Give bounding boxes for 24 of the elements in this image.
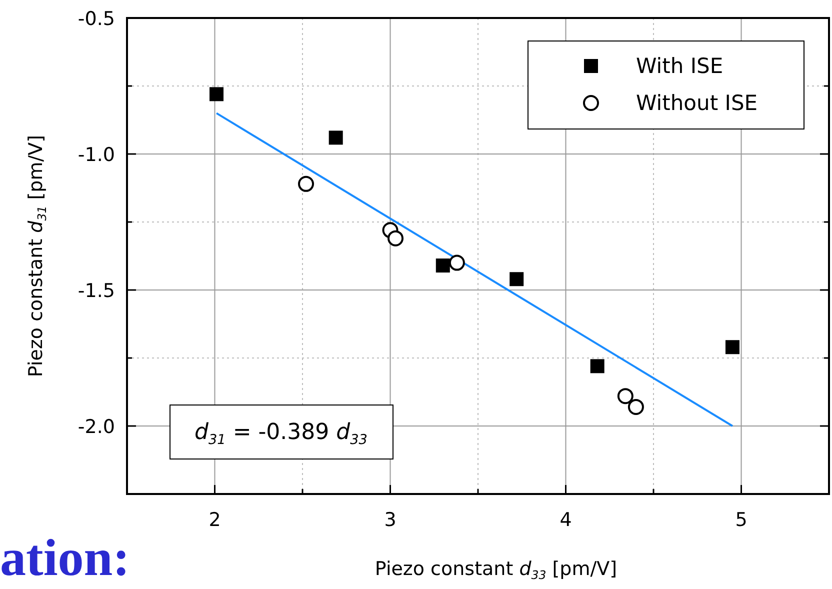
- point: [590, 359, 604, 374]
- point: [388, 230, 404, 246]
- annotation: d$_{31}$ = -0.389 d$_{33}$: [194, 420, 368, 448]
- y-tick-label: -1.0: [78, 144, 115, 166]
- point: [628, 398, 644, 415]
- point: [725, 340, 740, 354]
- y-tick-label: -0.5: [78, 8, 115, 30]
- y-tick-label: -1.5: [78, 280, 115, 302]
- x-axis-title: Piezo constant d$_{33}$ [pm/V]: [374, 558, 618, 582]
- x-tick-label: 2: [208, 509, 221, 531]
- y-tick-label: -2.0: [78, 416, 115, 438]
- legend-label: Without ISE: [636, 91, 758, 115]
- x-tick-label: 4: [560, 509, 572, 531]
- legend-label: With ISE: [636, 54, 724, 78]
- x-tick-label: 3: [384, 509, 396, 531]
- point: [436, 258, 450, 273]
- text: ation:: [0, 530, 130, 587]
- point: [448, 254, 465, 271]
- x-tick-label: 5: [735, 509, 748, 531]
- point: [298, 176, 314, 192]
- point: [210, 87, 224, 102]
- point: [617, 388, 634, 404]
- point: [510, 272, 524, 286]
- point: [328, 130, 343, 145]
